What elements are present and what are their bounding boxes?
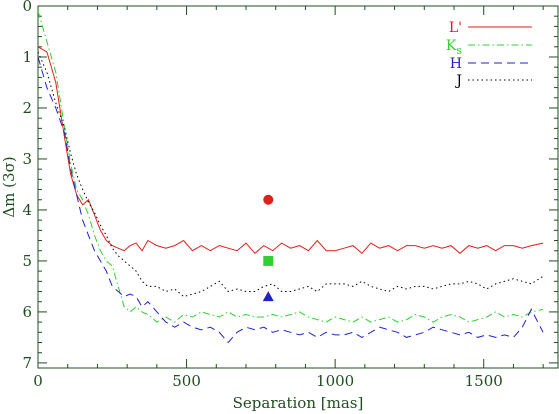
y-tick-label: 3 xyxy=(22,150,32,168)
y-tick-label: 5 xyxy=(22,252,32,270)
legend-label: Ks xyxy=(446,38,462,57)
series-line-ks xyxy=(37,10,544,323)
x-tick-label: 1000 xyxy=(316,372,354,390)
marker-square xyxy=(263,255,274,266)
y-axis-title: Δm (3σ) xyxy=(0,156,18,217)
y-tick-label: 2 xyxy=(22,99,32,117)
series-line-h xyxy=(37,56,544,344)
x-axis-title: Separation [mas] xyxy=(233,394,364,412)
marker-circle xyxy=(263,194,274,205)
y-tick-label: 0 xyxy=(22,0,32,15)
plot-frame xyxy=(37,5,559,369)
legend-label: H xyxy=(450,56,462,72)
x-tick-label: 0 xyxy=(33,372,43,390)
y-tick-label: 6 xyxy=(22,303,32,321)
legend-label: L' xyxy=(449,20,462,36)
legend-label: J xyxy=(454,73,462,89)
marker-triangle xyxy=(262,291,274,302)
series-line-j xyxy=(37,51,544,298)
series-line-l xyxy=(37,46,544,255)
y-tick-label: 1 xyxy=(22,48,32,66)
x-tick-label: 1500 xyxy=(465,372,503,390)
y-tick-label: 7 xyxy=(22,354,32,372)
y-tick-label: 4 xyxy=(22,201,32,219)
x-tick-label: 500 xyxy=(172,372,201,390)
